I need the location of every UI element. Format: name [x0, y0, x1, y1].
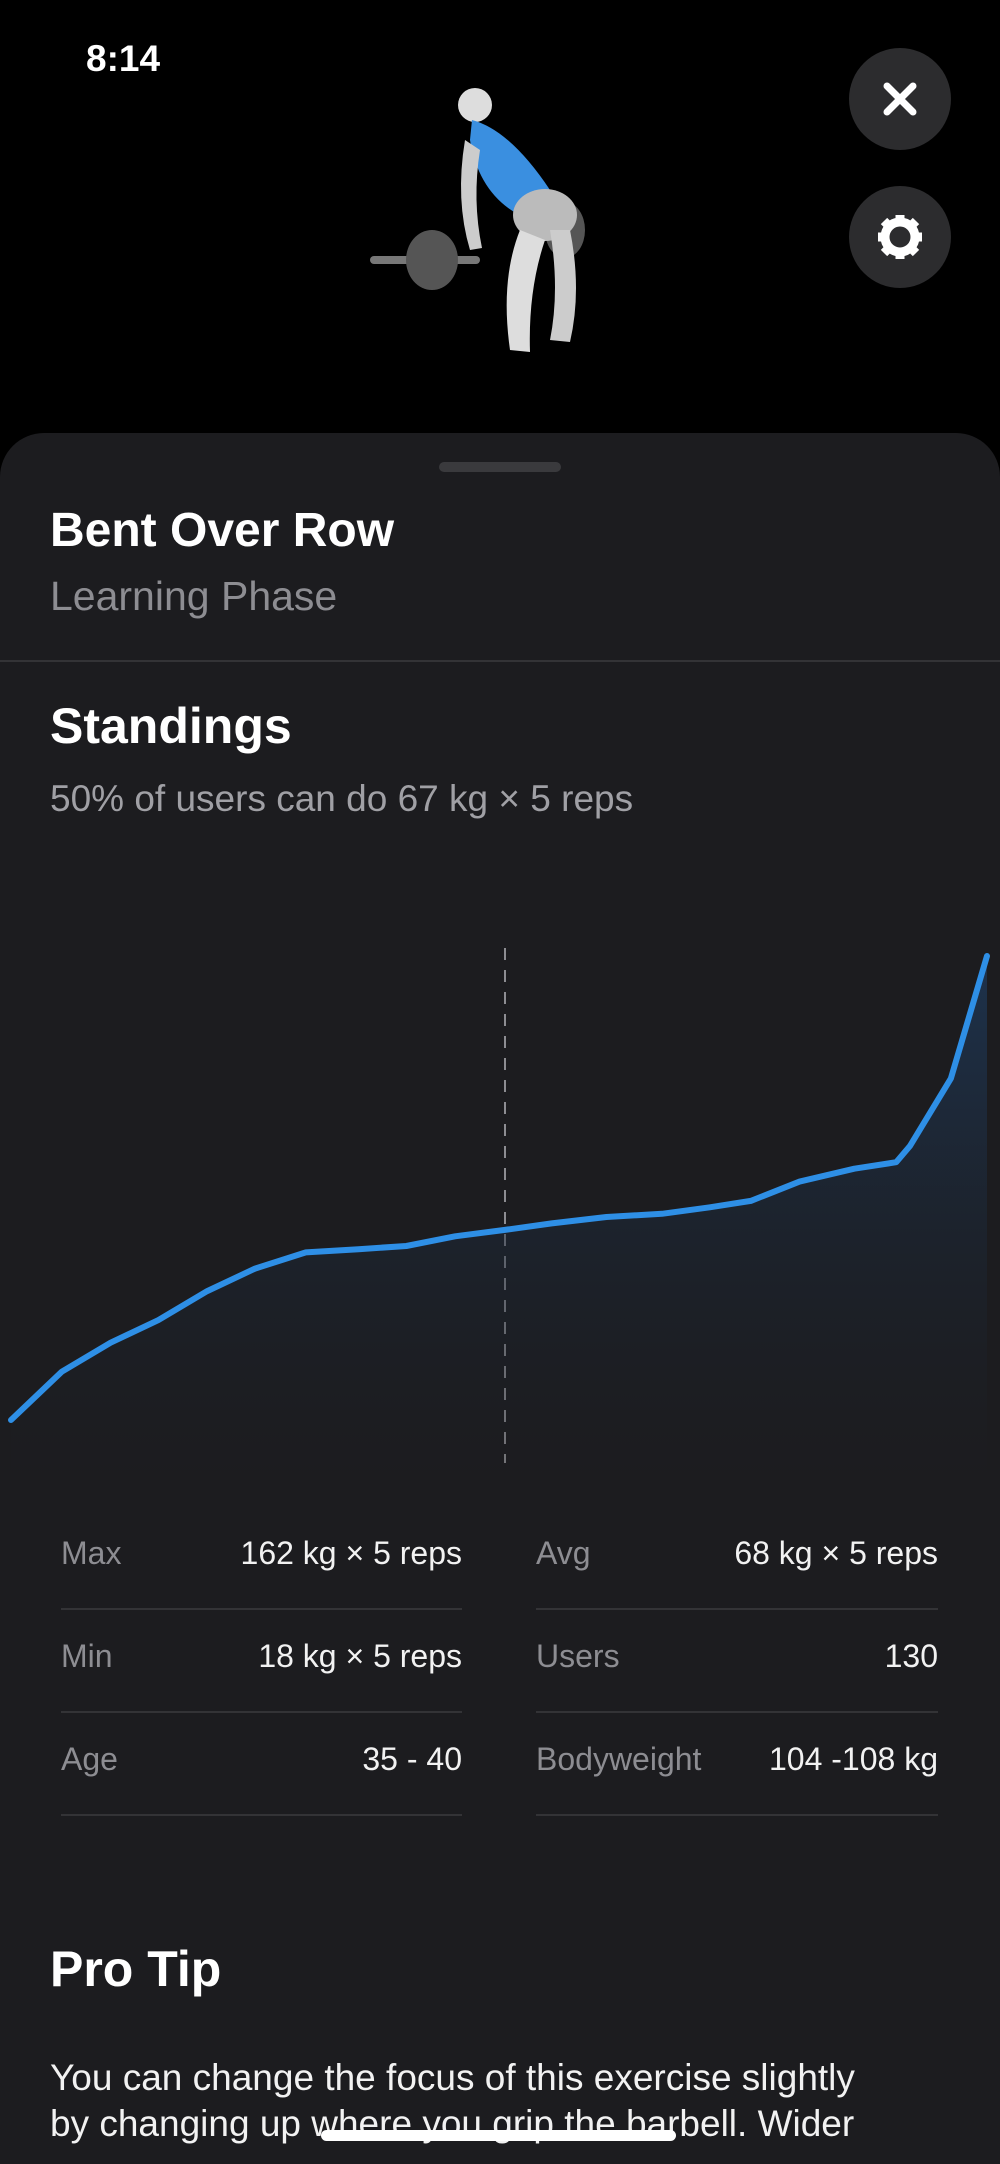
exercise-phase: Learning Phase: [50, 573, 338, 619]
stat-value: 130: [884, 1638, 938, 1674]
section-subtitle: 50% of users can do 67 kg × 5 reps: [50, 778, 634, 819]
settings-button[interactable]: [849, 186, 951, 288]
tip-title: Pro Tip: [50, 1941, 222, 1997]
settings-icon: [878, 215, 922, 259]
status-time: 8:14: [86, 38, 161, 79]
stat-row: Users 130: [536, 1608, 938, 1713]
divider: [0, 660, 1000, 662]
section-title: Standings: [50, 698, 292, 754]
stat-value: 162 kg × 5 reps: [240, 1535, 462, 1571]
stat-label: Age: [61, 1741, 118, 1777]
stat-label: Max: [61, 1535, 122, 1571]
close-button[interactable]: [849, 48, 951, 150]
stat-row: Avg 68 kg × 5 reps: [536, 1505, 938, 1610]
stat-row: Min 18 kg × 5 reps: [61, 1608, 462, 1713]
close-icon: [883, 82, 917, 116]
stat-value: 68 kg × 5 reps: [734, 1535, 938, 1571]
stat-label: Users: [536, 1638, 620, 1674]
stat-value: 104 -108 kg: [768, 1741, 938, 1777]
stat-label: Avg: [536, 1535, 591, 1571]
detail-sheet: Bent Over Row Learning Phase Standings 5…: [0, 433, 1000, 2164]
drag-handle[interactable]: [439, 462, 561, 472]
tip-line: You can change the focus of this exercis…: [50, 2057, 855, 2098]
stat-label: Bodyweight: [536, 1741, 702, 1777]
stat-row: Max 162 kg × 5 reps: [61, 1505, 462, 1610]
exercise-title: Bent Over Row: [50, 504, 395, 557]
area-fill: [11, 956, 987, 1483]
stat-value: 18 kg × 5 reps: [258, 1638, 462, 1674]
stat-label: Min: [61, 1638, 113, 1674]
home-indicator: [321, 2130, 676, 2141]
standings-chart: [8, 948, 990, 1483]
exercise-illustration: [370, 88, 585, 352]
stat-row: Age 35 - 40: [61, 1711, 462, 1816]
stat-value: 35 - 40: [362, 1741, 462, 1777]
standings-line: [8, 953, 990, 1423]
stat-row: Bodyweight 104 -108 kg: [536, 1711, 938, 1816]
